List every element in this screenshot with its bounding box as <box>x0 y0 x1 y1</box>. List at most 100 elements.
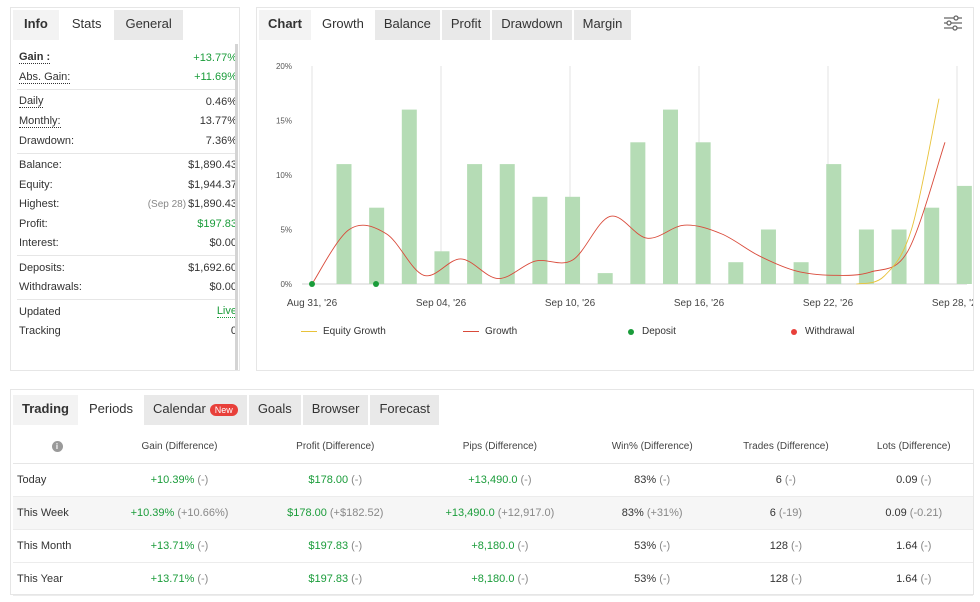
bar <box>434 251 450 284</box>
growth-line <box>311 142 946 285</box>
stat-row: Monthly: 13.77% <box>17 112 237 132</box>
info-header: i <box>13 430 101 464</box>
cell-win: 53% (-) <box>587 529 718 563</box>
cell-trades: 6 (-19) <box>717 496 855 530</box>
pips-value: +13,490.0 <box>468 473 518 486</box>
stat-label[interactable]: Gain : <box>19 51 51 65</box>
stat-value: 0.46% <box>206 96 237 108</box>
periods-table: i Gain (Difference) Profit (Difference) … <box>13 430 973 596</box>
chart-legend: Equity Growth Growth Deposit Withdrawal <box>257 322 973 342</box>
tab-trading[interactable]: Trading <box>13 395 80 425</box>
stat-label: Balance: <box>19 159 62 172</box>
cell-profit: $178.00 (-) <box>257 463 413 497</box>
tab-growth[interactable]: Growth <box>312 10 375 40</box>
lots-difference: (-) <box>920 539 932 552</box>
y-tick-label: 0% <box>280 280 292 289</box>
legend-label: Deposit <box>642 326 676 337</box>
stat-row: Balance: $1,890.43 <box>17 156 237 176</box>
win-difference: (-) <box>659 473 671 486</box>
tab-periods[interactable]: Periods <box>79 395 145 425</box>
stat-value: $197.83 <box>197 218 237 230</box>
stat-value: $0.00 <box>209 281 237 293</box>
gain-value: +10.39% <box>150 473 195 486</box>
tab-calendar[interactable]: Calendar New <box>144 395 249 425</box>
win-value: 83% <box>634 473 657 486</box>
stat-row: Withdrawals: $0.00 <box>17 278 237 298</box>
x-tick-label: Sep 28, '26 <box>932 298 973 309</box>
cell-profit: $197.83 (-) <box>257 562 413 596</box>
legend-deposit[interactable]: Deposit <box>628 326 676 337</box>
tab-browser[interactable]: Browser <box>302 395 371 425</box>
stat-value-text: $197.83 <box>197 217 237 230</box>
profit-value: $178.00 <box>308 473 349 486</box>
tab-goals[interactable]: Goals <box>248 395 303 425</box>
profit-value: $197.83 <box>308 572 349 585</box>
cell-gain: +13.71% (-) <box>101 562 258 596</box>
bar <box>532 196 548 284</box>
bar <box>565 196 581 284</box>
tab-margin[interactable]: Margin <box>573 10 634 40</box>
bar <box>499 164 515 284</box>
tab-info[interactable]: Info <box>13 10 61 40</box>
tracking-value: 0 <box>230 325 237 338</box>
trades-value: 128 <box>769 539 789 552</box>
cell-profit: $197.83 (-) <box>257 529 413 563</box>
stat-value-text: $1,692.60 <box>188 261 237 274</box>
tab-chart[interactable]: Chart <box>259 10 313 40</box>
tab-balance[interactable]: Balance <box>374 10 442 40</box>
legend-withdrawal[interactable]: Withdrawal <box>791 326 854 337</box>
stat-value-text: $1,944.37 <box>188 178 237 191</box>
legend-equity-growth[interactable]: Equity Growth <box>301 326 386 337</box>
stat-row: Equity: $1,944.37 <box>17 175 237 195</box>
live-link[interactable]: Live <box>216 305 237 319</box>
cell-profit: $178.00 (+$182.52) <box>257 496 413 530</box>
stat-value: (Sep 28) $1,890.43 <box>148 198 237 210</box>
header-lots: Lots (Difference) <box>854 430 973 464</box>
bar <box>336 164 352 284</box>
equity-growth-line <box>856 98 940 285</box>
win-difference: (-) <box>659 572 671 585</box>
bar <box>467 164 483 284</box>
deposit-marker[interactable] <box>373 281 379 287</box>
stat-value-text: $1,890.43 <box>188 159 237 172</box>
gain-difference: (+10.66%) <box>177 506 229 519</box>
lots-value: 0.09 <box>885 506 907 519</box>
x-tick-label: Sep 16, '26 <box>674 298 725 309</box>
stat-value-text: 7.36% <box>205 134 237 147</box>
stat-label: Withdrawals: <box>19 281 82 294</box>
stat-label[interactable]: Abs. Gain: <box>19 70 71 84</box>
legend-growth[interactable]: Growth <box>463 326 517 337</box>
lots-difference: (-) <box>920 473 932 486</box>
gain-difference: (-) <box>197 473 209 486</box>
tab-general[interactable]: General <box>114 10 185 40</box>
tab-profit[interactable]: Profit <box>441 10 493 40</box>
bar <box>695 142 711 284</box>
stat-row: Interest: $0.00 <box>17 234 237 254</box>
trades-difference: (-) <box>791 572 803 585</box>
stat-label[interactable]: Monthly: <box>19 114 61 128</box>
stat-value-text: 13.77% <box>199 115 237 128</box>
y-tick-label: 5% <box>280 226 292 235</box>
stat-value: $1,890.43 <box>188 159 237 171</box>
tab-drawdown[interactable]: Drawdown <box>492 10 574 40</box>
gain-difference: (-) <box>197 572 209 585</box>
tab-forecast[interactable]: Forecast <box>370 395 442 425</box>
x-tick-label: Sep 04, '26 <box>416 298 467 309</box>
stats-scrollbar[interactable] <box>235 44 238 370</box>
stat-value: +11.69% <box>194 71 237 83</box>
info-icon[interactable]: i <box>51 440 63 452</box>
settings-sliders-icon[interactable] <box>943 14 963 32</box>
stat-row: Deposits: $1,692.60 <box>17 258 237 278</box>
cell-lots: 1.64 (-) <box>854 562 973 596</box>
header-pips: Pips (Difference) <box>412 430 588 464</box>
cell-trades: 6 (-) <box>717 463 855 497</box>
gain-value: +13.71% <box>150 572 195 585</box>
stat-label[interactable]: Daily <box>19 95 44 109</box>
deposit-marker[interactable] <box>309 281 315 287</box>
bar <box>369 207 385 284</box>
pips-difference: (-) <box>520 473 532 486</box>
bar <box>858 229 874 284</box>
trades-value: 128 <box>769 572 789 585</box>
cell-trades: 128 (-) <box>717 562 855 596</box>
tab-stats[interactable]: Stats <box>60 10 115 40</box>
